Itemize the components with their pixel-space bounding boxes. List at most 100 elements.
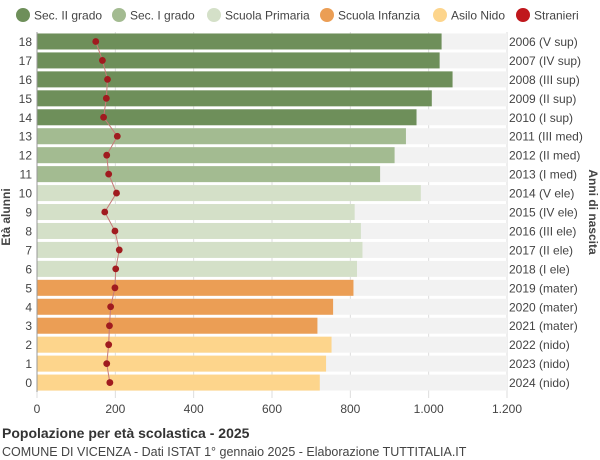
stranieri-point bbox=[103, 151, 111, 159]
x-tick-label: 600 bbox=[262, 402, 282, 416]
legend-swatch bbox=[207, 8, 221, 22]
stranieri-point bbox=[100, 113, 107, 121]
birth-year-label: 2008 (III sup) bbox=[509, 73, 580, 87]
birth-year-label: 2013 (I med) bbox=[509, 168, 577, 182]
birth-year-label: 2021 (mater) bbox=[509, 319, 578, 333]
stranieri-point bbox=[105, 170, 113, 178]
birth-year-label: 2019 (mater) bbox=[509, 281, 578, 295]
stranieri-point bbox=[104, 75, 111, 83]
legend-label: Sec. II grado bbox=[34, 9, 102, 23]
birth-year-label: 2007 (IV sup) bbox=[509, 54, 581, 68]
bar-age-6 bbox=[37, 260, 357, 277]
age-label: 18 bbox=[19, 35, 33, 49]
bar-age-7 bbox=[37, 241, 363, 258]
age-label: 1 bbox=[25, 357, 32, 371]
legend-swatch bbox=[433, 8, 447, 22]
bar-age-5 bbox=[37, 279, 354, 296]
bar-age-10 bbox=[37, 185, 421, 202]
birth-year-label: 2016 (III ele) bbox=[509, 224, 576, 238]
bar-age-18 bbox=[37, 33, 442, 50]
birth-year-label: 2024 (nido) bbox=[509, 376, 570, 390]
legend-label: Scuola Infanzia bbox=[338, 9, 420, 23]
age-label: 17 bbox=[19, 54, 33, 68]
bar-age-4 bbox=[37, 298, 334, 315]
birth-year-label: 2006 (V sup) bbox=[509, 35, 578, 49]
stranieri-point bbox=[103, 360, 111, 368]
stranieri-point bbox=[113, 189, 120, 197]
age-label: 10 bbox=[19, 187, 33, 201]
bar-age-16 bbox=[37, 71, 453, 88]
x-tick-label: 400 bbox=[184, 402, 204, 416]
y-axis-label-left: Età alunni bbox=[0, 188, 13, 245]
age-label: 15 bbox=[19, 92, 33, 106]
stranieri-point bbox=[112, 265, 120, 273]
legend-swatch bbox=[16, 8, 30, 22]
birth-year-label: 2022 (nido) bbox=[509, 338, 570, 352]
birth-year-label: 2018 (I ele) bbox=[509, 262, 570, 276]
legend-label: Sec. I grado bbox=[130, 9, 195, 23]
age-label: 5 bbox=[25, 281, 32, 295]
age-label: 11 bbox=[20, 168, 33, 182]
stranieri-point bbox=[106, 322, 113, 330]
stranieri-point bbox=[106, 379, 114, 386]
bars bbox=[37, 33, 507, 391]
x-tick-label: 200 bbox=[105, 402, 125, 416]
age-label: 9 bbox=[25, 206, 32, 220]
birth-year-label: 2009 (II sup) bbox=[509, 92, 576, 106]
legend-label: Stranieri bbox=[534, 9, 579, 23]
bar-age-13 bbox=[37, 128, 406, 145]
age-label: 3 bbox=[25, 319, 32, 333]
birth-year-label: 2011 (III med) bbox=[509, 130, 583, 144]
stranieri-point bbox=[111, 227, 119, 235]
age-label: 6 bbox=[25, 262, 32, 276]
birth-year-label: 2010 (I sup) bbox=[509, 111, 573, 125]
stranieri-series bbox=[92, 38, 123, 386]
age-label: 0 bbox=[25, 376, 32, 390]
bar-age-12 bbox=[37, 147, 395, 164]
age-label: 4 bbox=[25, 300, 32, 314]
legend-label: Scuola Primaria bbox=[225, 9, 310, 23]
legend-swatch bbox=[112, 8, 126, 22]
stranieri-point bbox=[113, 132, 121, 140]
stranieri-point bbox=[111, 284, 119, 292]
birth-year-label: 2017 (II ele) bbox=[509, 243, 573, 257]
birth-year-label: 2015 (IV ele) bbox=[509, 206, 578, 220]
birth-year-label: 2014 (V ele) bbox=[509, 187, 574, 201]
birth-year-label: 2020 (mater) bbox=[509, 300, 578, 314]
stranieri-point bbox=[92, 38, 100, 45]
legend: Sec. II grado Sec. I grado Scuola Primaria… bbox=[16, 8, 579, 23]
age-label: 7 bbox=[25, 243, 32, 257]
bar-age-15 bbox=[37, 90, 432, 107]
stranieri-point bbox=[105, 341, 113, 349]
y-axis-label-right: Anni di nascita bbox=[586, 169, 600, 255]
bar-age-14 bbox=[37, 109, 417, 126]
bar-age-1 bbox=[37, 355, 327, 372]
stranieri-point bbox=[99, 57, 106, 64]
age-label: 14 bbox=[19, 111, 33, 125]
chart-subtitle: COMUNE DI VICENZA - Dati ISTAT 1° gennai… bbox=[2, 445, 467, 459]
bar-age-3 bbox=[37, 317, 318, 334]
x-tick-label: 1.000 bbox=[414, 402, 444, 416]
legend-swatch bbox=[320, 8, 334, 22]
x-tick-label: 0 bbox=[34, 402, 41, 416]
age-label: 2 bbox=[25, 338, 32, 352]
stranieri-point bbox=[102, 94, 110, 102]
legend-swatch bbox=[516, 8, 530, 22]
birth-year-label: 2023 (nido) bbox=[509, 357, 570, 371]
age-label: 13 bbox=[19, 130, 33, 144]
stranieri-point bbox=[101, 208, 109, 216]
x-tick-label: 1.200 bbox=[492, 402, 522, 416]
bar-age-9 bbox=[37, 204, 355, 221]
legend-label: Asilo Nido bbox=[451, 9, 505, 23]
chart-title: Popolazione per età scolastica - 2025 bbox=[2, 425, 250, 441]
age-label: 12 bbox=[19, 149, 33, 163]
bar-age-8 bbox=[37, 222, 361, 239]
stranieri-point bbox=[107, 303, 115, 311]
bar-age-2 bbox=[37, 336, 332, 353]
age-label: 16 bbox=[19, 73, 33, 87]
bar-age-17 bbox=[37, 52, 440, 69]
stranieri-point bbox=[115, 246, 123, 254]
birth-year-label: 2012 (II med) bbox=[509, 149, 580, 163]
